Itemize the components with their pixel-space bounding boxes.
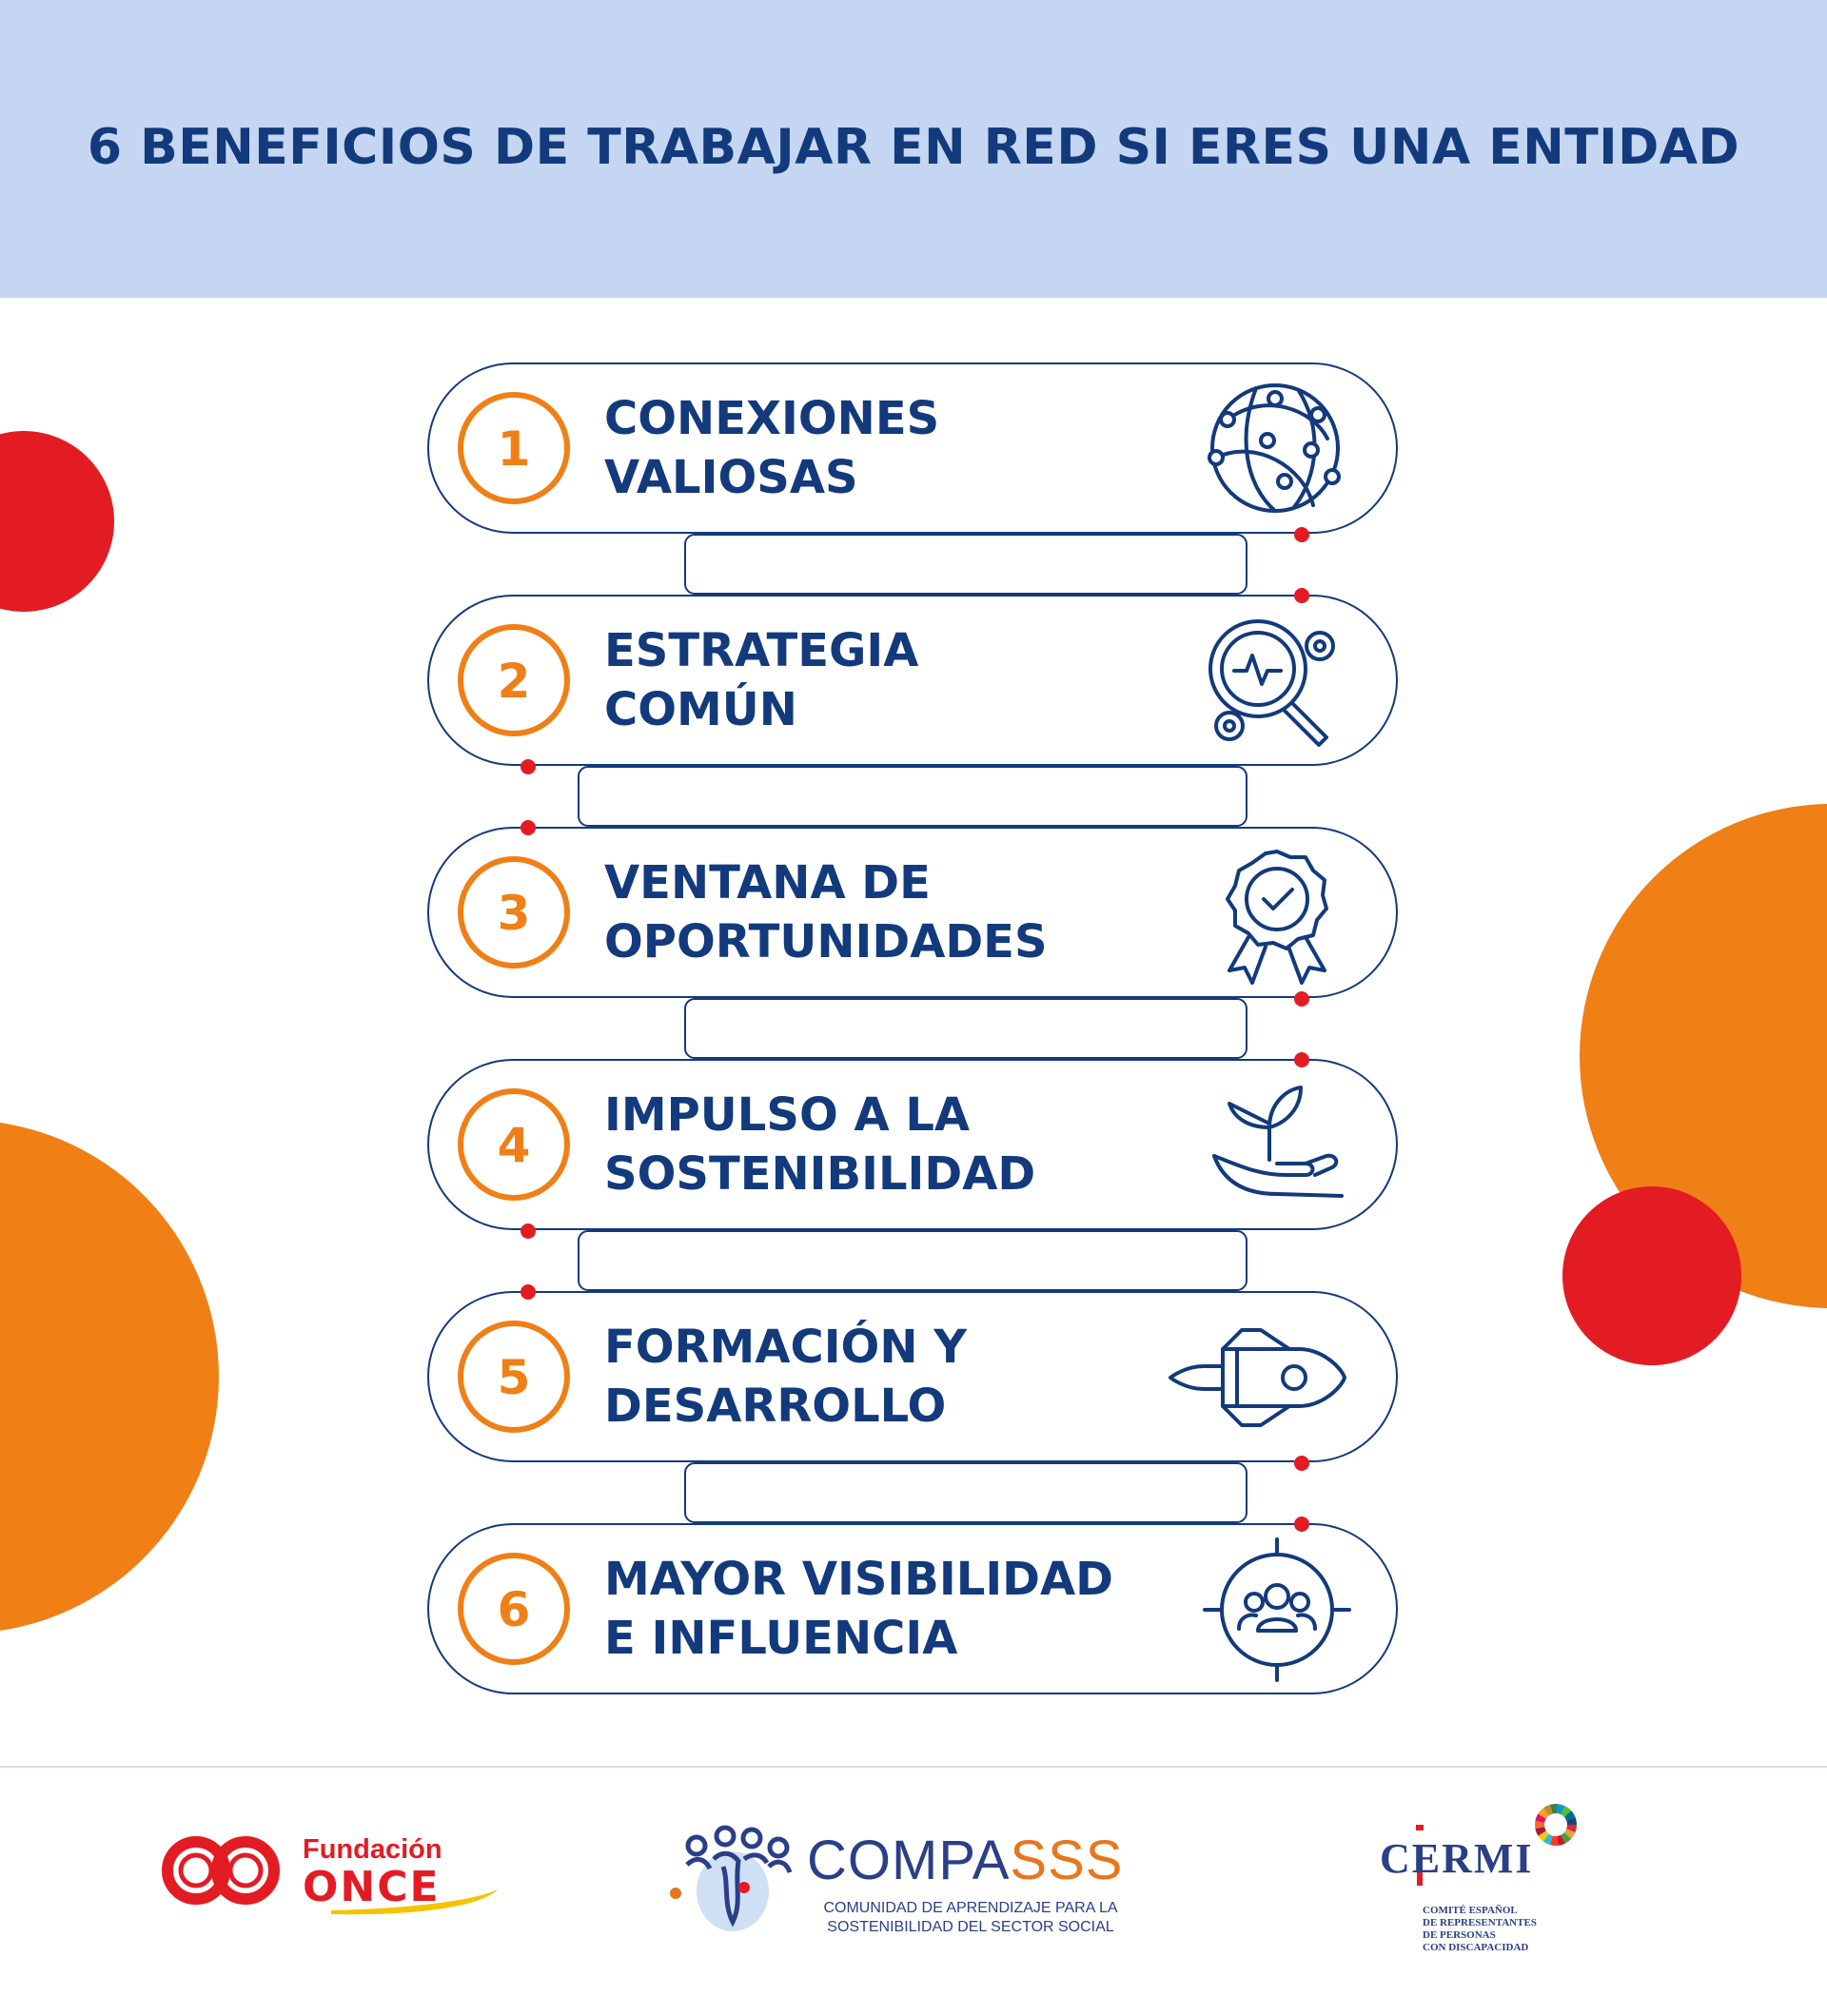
step-6-line1: MAYOR VISIBILIDAD (604, 1553, 1114, 1606)
footer-divider (0, 1766, 1827, 1768)
sdg-wheel-segment (1566, 1817, 1577, 1825)
step-1-number-circle (458, 392, 570, 504)
step-4-line2: SOSTENIBILIDAD (604, 1147, 1036, 1201)
step-3-title: VENTANA DE OPORTUNIDADES (604, 853, 1137, 971)
once-line2: ONCE (303, 1863, 441, 1911)
sdg-wheel-segment (1549, 1804, 1559, 1814)
step-5-number-circle (458, 1321, 570, 1433)
sdg-wheel-segment (1535, 1820, 1545, 1830)
connector-3-4 (684, 998, 1247, 1059)
step-4-line1: IMPULSO A LA (604, 1088, 971, 1142)
step-2-number-circle (458, 624, 570, 736)
sdg-wheel-segment (1535, 1813, 1546, 1823)
sdg-wheel-segment (1549, 1835, 1559, 1846)
step-5-line1: FORMACIÓN Y (604, 1321, 967, 1374)
sdg-wheel-segment (1535, 1827, 1546, 1836)
step-6-number: 6 (498, 1582, 531, 1637)
sdg-wheel-segment (1557, 1834, 1565, 1846)
step-3-number-circle (458, 856, 570, 969)
step-pill-6 (427, 1523, 1398, 1694)
step-1-title: CONEXIONES VALIOSAS (604, 389, 1137, 507)
step-3-line1: VENTANA DE (604, 856, 931, 910)
magnifier-gears-icon (1208, 619, 1335, 747)
compasss-logo (670, 1825, 793, 1931)
connector-5-6 (684, 1462, 1247, 1523)
step-1-number: 1 (498, 421, 531, 477)
deco-circle-red-right (1562, 1186, 1741, 1365)
compasss-subtitle: COMUNIDAD DE APRENDIZAJE PARA LA SOSTENI… (799, 1899, 1142, 1937)
step-4-number-circle (458, 1088, 570, 1201)
sdg-wheel-segment (1561, 1806, 1572, 1817)
step-6-title: MAYOR VISIBILIDAD E INFLUENCIA (604, 1550, 1137, 1668)
sdg-wheel-segment (1538, 1830, 1549, 1842)
sdg-wheel-segment (1542, 1833, 1553, 1846)
step-2-title: ESTRATEGIA COMÚN (604, 621, 1137, 739)
step-3-number: 3 (498, 886, 531, 941)
cermi-name: CERMI (1380, 1835, 1534, 1882)
fundacion-once-logo (162, 1836, 498, 1915)
sdg-wheel-segment (1561, 1832, 1572, 1844)
cermi-sub-line4: CON DISCAPACIDAD (1423, 1942, 1529, 1953)
cermi-sub-line3: DE PERSONAS (1423, 1929, 1496, 1941)
target-audience-icon (1203, 1537, 1351, 1682)
compasss-name-accent: SSS (1010, 1830, 1124, 1891)
sdg-wheel-icon (1535, 1804, 1577, 1846)
step-5-line2: DESARROLLO (604, 1380, 947, 1433)
step-4-title: IMPULSO A LA SOSTENIBILIDAD (604, 1086, 1137, 1204)
sdg-wheel-segment (1538, 1808, 1549, 1819)
sdg-wheel-segment (1557, 1804, 1565, 1815)
step-1-line2: VALIOSAS (604, 451, 858, 504)
connector-2-3 (578, 766, 1247, 827)
award-badge-icon (1226, 850, 1328, 985)
globe-network-icon (1208, 383, 1341, 513)
deco-circle-red-left (0, 431, 114, 612)
step-3-line2: OPORTUNIDADES (604, 915, 1048, 969)
page-title: 6 BENEFICIOS DE TRABAJAR EN RED SI ERES … (87, 119, 1740, 176)
step-4-number: 4 (498, 1118, 531, 1173)
compasss-subtitle-line2: SOSTENIBILIDAD DEL SECTOR SOCIAL (827, 1919, 1114, 1935)
connector-4-5 (578, 1230, 1247, 1291)
step-pill-2 (427, 595, 1398, 766)
step-6-number-circle (458, 1553, 570, 1665)
sdg-wheel-segment (1542, 1804, 1553, 1816)
step-pill-4 (427, 1059, 1398, 1230)
step-6-line2: E INFLUENCIA (604, 1612, 958, 1665)
step-5-title: FORMACIÓN Y DESARROLLO (604, 1318, 1137, 1436)
deco-circle-orange-left (0, 1123, 219, 1631)
step-2-line1: ESTRATEGIA (604, 624, 919, 677)
cermi-subtitle: COMITÉ ESPAÑOL DE REPRESENTANTES DE PERS… (1423, 1905, 1537, 1954)
step-5-number: 5 (498, 1350, 531, 1405)
compasss-name: COMPASSS (807, 1830, 1124, 1891)
deco-circle-orange-right (1580, 804, 1827, 1308)
connector-dots (521, 527, 1309, 1532)
header-banner: 6 BENEFICIOS DE TRABAJAR EN RED SI ERES … (0, 0, 1827, 298)
step-1-line1: CONEXIONES (604, 392, 940, 445)
step-pill-5 (427, 1291, 1398, 1462)
sdg-wheel-segment (1563, 1810, 1576, 1821)
cermi-logo (1416, 1804, 1577, 1886)
rocket-icon (1169, 1328, 1346, 1427)
sdg-wheel-segment (1566, 1825, 1577, 1832)
cermi-sub-line1: COMITÉ ESPAÑOL (1423, 1905, 1518, 1916)
compasss-subtitle-line1: COMUNIDAD DE APRENDIZAJE PARA LA (823, 1900, 1118, 1916)
step-2-number: 2 (498, 654, 531, 709)
once-line1: Fundación (303, 1834, 442, 1865)
step-pill-1 (427, 362, 1398, 534)
step-pill-3 (427, 827, 1398, 998)
step-2-line2: COMÚN (604, 683, 797, 736)
cermi-sub-line2: DE REPRESENTANTES (1423, 1917, 1537, 1928)
connector-1-2 (684, 534, 1247, 595)
sdg-wheel-segment (1563, 1829, 1576, 1839)
hand-plant-icon (1212, 1086, 1344, 1198)
